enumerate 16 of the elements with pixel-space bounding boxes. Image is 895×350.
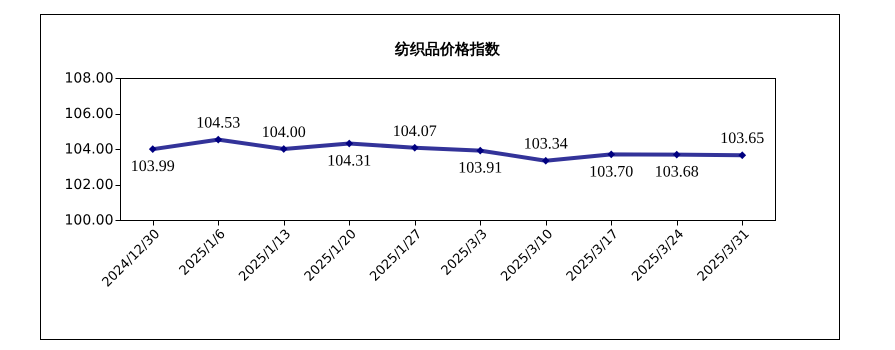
data-label: 103.99 bbox=[130, 158, 175, 176]
y-tick-label: 104.00 bbox=[64, 142, 114, 158]
data-label: 103.70 bbox=[589, 163, 634, 180]
data-label: 104.31 bbox=[327, 152, 372, 170]
data-label: 103.91 bbox=[458, 160, 502, 177]
chart-title: 纺织品价格指数 bbox=[394, 40, 501, 58]
data-label: 104.53 bbox=[196, 114, 240, 132]
y-tick-label: 106.00 bbox=[64, 106, 114, 122]
data-label: 104.07 bbox=[392, 122, 437, 140]
data-label: 103.68 bbox=[654, 164, 699, 181]
y-tick-label: 108.00 bbox=[64, 70, 114, 86]
y-tick-label: 102.00 bbox=[64, 177, 114, 193]
data-label: 103.65 bbox=[720, 130, 764, 148]
data-label: 104.00 bbox=[262, 124, 306, 141]
y-tick-label: 100.00 bbox=[64, 212, 114, 228]
data-label: 103.34 bbox=[524, 136, 568, 153]
